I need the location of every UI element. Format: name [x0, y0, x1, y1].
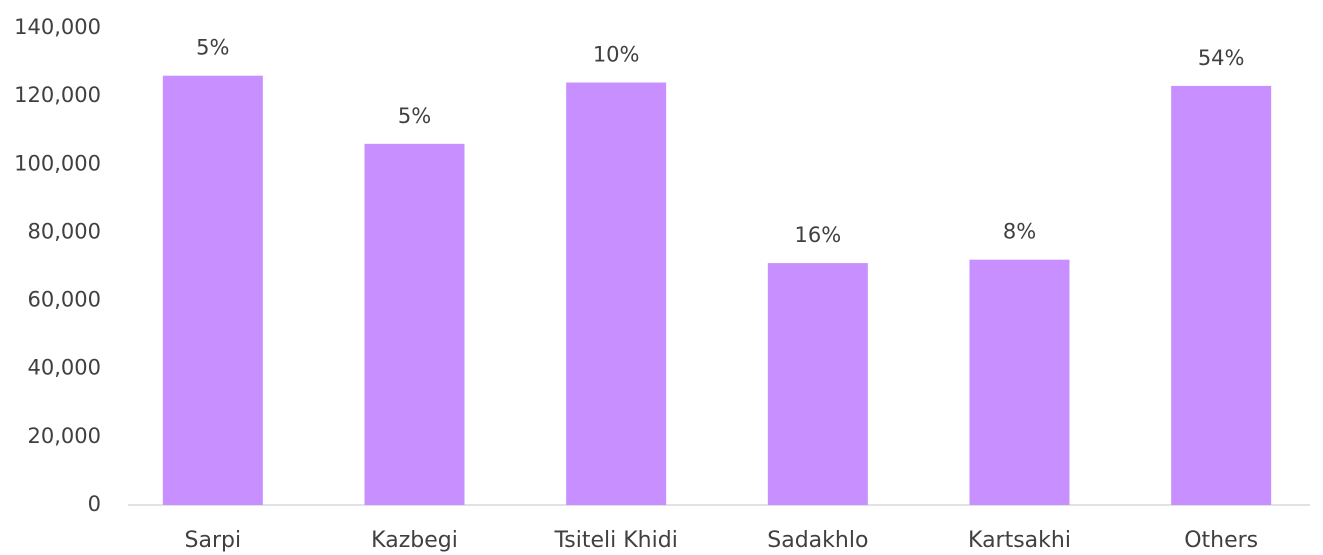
bar-annotation: 54% [1198, 46, 1245, 70]
bar [969, 259, 1070, 505]
bar-annotation: 10% [593, 43, 640, 67]
x-tick-label: Tsiteli Khidi [554, 528, 678, 553]
bar-annotation: 5% [398, 104, 431, 128]
y-tick-label: 80,000 [28, 219, 101, 243]
x-tick-label: Others [1184, 528, 1258, 553]
bar [1171, 85, 1272, 506]
bar-annotation: 16% [794, 223, 841, 247]
bar [566, 82, 667, 505]
y-tick-label: 20,000 [28, 424, 101, 448]
bar [767, 263, 868, 505]
bar-annotation: 5% [196, 36, 229, 60]
x-tick-label: Sarpi [185, 528, 242, 553]
y-tick-label: 40,000 [28, 356, 101, 380]
y-tick-label: 140,000 [14, 15, 101, 39]
bar [162, 75, 263, 505]
x-tick-label: Kazbegi [371, 528, 458, 553]
x-tick-label: Sadakhlo [767, 528, 868, 553]
bar-annotation: 8% [1003, 220, 1036, 244]
y-tick-label: 100,000 [14, 151, 101, 175]
y-tick-label: 60,000 [28, 288, 101, 312]
bar [364, 143, 465, 506]
y-tick-label: 0 [88, 492, 101, 516]
x-tick-label: Kartsakhi [968, 528, 1071, 553]
y-tick-label: 120,000 [14, 83, 101, 107]
